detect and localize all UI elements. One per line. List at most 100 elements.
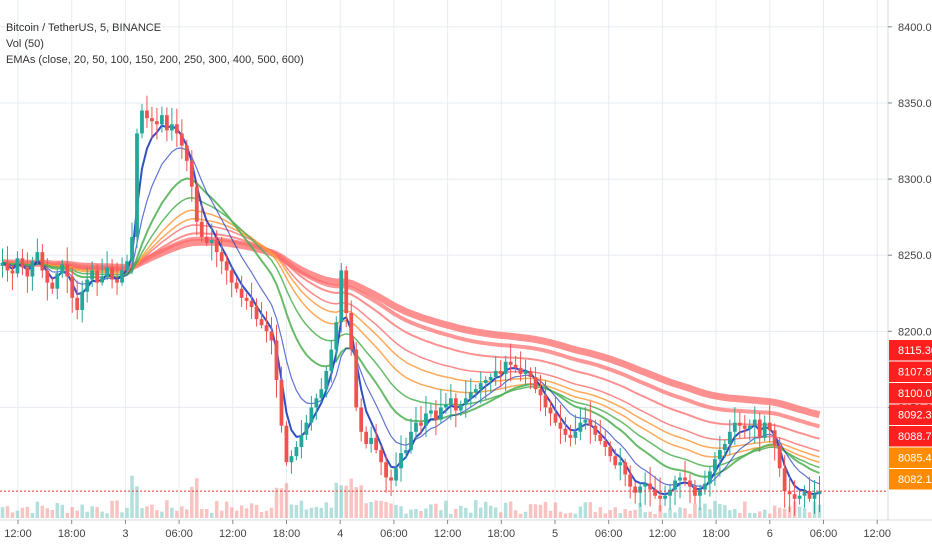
- candle-body: [65, 264, 70, 277]
- candle-body: [105, 267, 110, 277]
- candle-body: [732, 422, 737, 432]
- x-tick-label: 06:00: [595, 528, 623, 540]
- candle-body: [209, 239, 214, 244]
- volume-bar: [523, 511, 528, 518]
- vol-indicator-label[interactable]: Vol (50): [6, 38, 44, 50]
- volume-bar: [633, 509, 637, 518]
- volume-bar: [713, 500, 717, 518]
- candle-body: [742, 425, 747, 429]
- candle-body: [802, 491, 807, 496]
- candle-body: [483, 380, 488, 384]
- candle-body: [498, 370, 503, 374]
- candle-body: [772, 430, 777, 446]
- candle-body: [35, 252, 40, 262]
- volume-bar: [563, 513, 568, 518]
- volume-bar: [120, 512, 124, 518]
- candle-body: [523, 370, 528, 374]
- x-tick-label: 06:00: [810, 528, 838, 540]
- volume-bar: [190, 486, 194, 518]
- candle-body: [50, 282, 55, 289]
- candle-body: [199, 221, 204, 237]
- volume-bar: [653, 513, 657, 518]
- candle-body: [339, 270, 344, 323]
- ema-line-150: [2, 196, 820, 469]
- volume-bar: [80, 504, 84, 518]
- candle-body: [603, 440, 608, 448]
- volume-bar: [224, 501, 229, 518]
- volume-bar: [593, 511, 598, 518]
- volume-bar: [219, 510, 224, 518]
- candle-body: [807, 491, 812, 499]
- candle-body: [384, 462, 388, 478]
- candle-body: [797, 495, 802, 499]
- candle-body: [284, 425, 289, 463]
- volume-bar: [464, 507, 468, 518]
- time-axis[interactable]: 12:00 18:00 3 06:00 12:00 18:00 4 06:00 12:00 18:…: [4, 520, 891, 540]
- candle-body: [473, 389, 478, 393]
- candle-body: [10, 270, 15, 274]
- volume-bar: [573, 513, 578, 518]
- candle-body: [478, 383, 483, 390]
- volume-bar: [389, 503, 393, 518]
- candle-body: [747, 425, 752, 429]
- candle-body: [25, 267, 30, 277]
- candle-body: [125, 261, 129, 271]
- candle-body: [319, 389, 324, 399]
- volume-bar: [279, 488, 284, 518]
- legend: Bitcoin / TetherUS, 5, BINANCE Vol (50) …: [6, 20, 304, 68]
- x-tick-label: 4: [337, 528, 343, 540]
- volume-bar: [498, 512, 503, 518]
- symbol-title[interactable]: Bitcoin / TetherUS, 5, BINANCE: [6, 22, 162, 34]
- candle-body: [90, 270, 95, 280]
- candle-body: [663, 495, 667, 499]
- volume-bar: [145, 506, 149, 518]
- candle-body: [708, 471, 712, 484]
- candle-body: [817, 491, 822, 495]
- volume-bar: [60, 504, 65, 518]
- candle-body: [598, 434, 603, 441]
- price-tag: [889, 426, 932, 447]
- x-tick-label: 06:00: [380, 528, 408, 540]
- volume-bar: [767, 513, 772, 518]
- x-tick-label: 3: [122, 528, 128, 540]
- candle-body: [155, 121, 159, 125]
- volume-bars: [0, 475, 822, 518]
- candle-body: [194, 186, 199, 222]
- volume-bar: [663, 512, 667, 518]
- candle-body: [578, 422, 583, 432]
- candle-body: [329, 349, 334, 371]
- volume-bar: [698, 507, 702, 518]
- candle-body: [538, 389, 543, 396]
- candle-body: [508, 361, 513, 365]
- volume-bar: [15, 510, 20, 518]
- candle-body: [15, 258, 20, 274]
- candle-body: [468, 392, 473, 399]
- candle-body: [160, 115, 164, 125]
- y-tick-label: 8300.00: [898, 174, 932, 186]
- volume-bar: [384, 501, 388, 518]
- volume-bar: [75, 510, 79, 518]
- volume-bar: [359, 485, 363, 518]
- candle-body: [214, 239, 219, 253]
- candle-body: [254, 306, 259, 320]
- candle-body: [563, 428, 568, 435]
- volume-bar: [738, 512, 742, 518]
- candle-body: [299, 434, 304, 448]
- volume-bar: [274, 487, 279, 518]
- volume-bar: [772, 505, 777, 518]
- candle-body: [613, 456, 618, 466]
- candle-body: [224, 261, 229, 271]
- candle-body: [722, 443, 727, 451]
- candle-body: [150, 118, 154, 122]
- candle-body: [812, 494, 817, 499]
- candle-body: [140, 110, 144, 134]
- candle-body: [488, 376, 493, 381]
- volume-bar: [703, 503, 707, 518]
- volume-bar: [339, 485, 343, 518]
- ema-indicator-label[interactable]: EMAs (close, 20, 50, 100, 150, 200, 250,…: [6, 54, 304, 66]
- y-tick-label: 8200.00: [898, 326, 932, 338]
- volume-bar: [648, 511, 652, 518]
- volume-bar: [185, 509, 189, 518]
- volume-bar: [175, 510, 179, 518]
